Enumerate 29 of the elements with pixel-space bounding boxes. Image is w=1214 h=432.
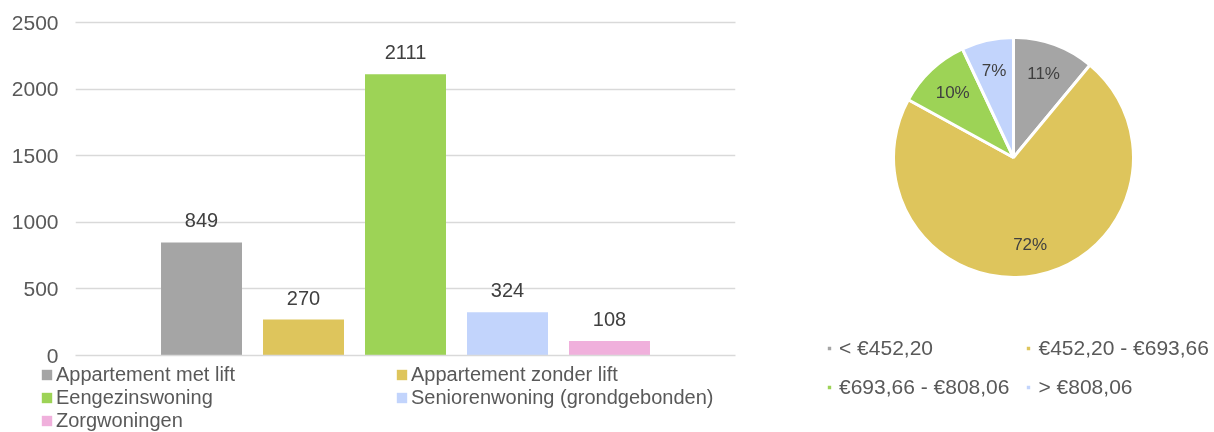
y-tick-label: 1000 — [11, 210, 59, 234]
legend-label: > €808,06 — [1038, 375, 1134, 399]
data-label: 7% — [981, 61, 1007, 81]
bar — [263, 319, 344, 356]
y-tick-label: 0 — [46, 343, 59, 367]
legend-label: Appartement met lift — [56, 363, 236, 386]
y-tick-label: 2500 — [11, 10, 59, 34]
legend-label: Zorgwoningen — [56, 409, 184, 432]
y-tick-label: 2000 — [11, 77, 59, 101]
data-label: 324 — [490, 279, 525, 302]
legend-label: Eengezinswoning — [56, 386, 214, 409]
legend-label: < €452,20 — [839, 336, 934, 360]
data-label: 270 — [286, 286, 321, 309]
legend-label: Appartement zonder lift — [411, 363, 619, 386]
bar — [161, 242, 242, 356]
legend-label: €693,66 - €808,06 — [839, 375, 1010, 399]
bar — [467, 312, 548, 356]
data-label: 2111 — [384, 41, 427, 64]
bar — [365, 74, 446, 356]
data-label: 849 — [184, 209, 219, 232]
legend-label: €452,20 - €693,66 — [1038, 336, 1209, 360]
data-label: 10% — [935, 83, 970, 103]
y-tick-label: 500 — [23, 276, 59, 300]
data-label: 72% — [1013, 235, 1048, 255]
bar — [569, 341, 650, 356]
legend-label: Seniorenwoning (grondgebonden) — [411, 386, 715, 409]
y-tick-label: 1500 — [11, 143, 59, 167]
data-label: 108 — [592, 308, 627, 331]
data-label: 11% — [1027, 64, 1060, 84]
